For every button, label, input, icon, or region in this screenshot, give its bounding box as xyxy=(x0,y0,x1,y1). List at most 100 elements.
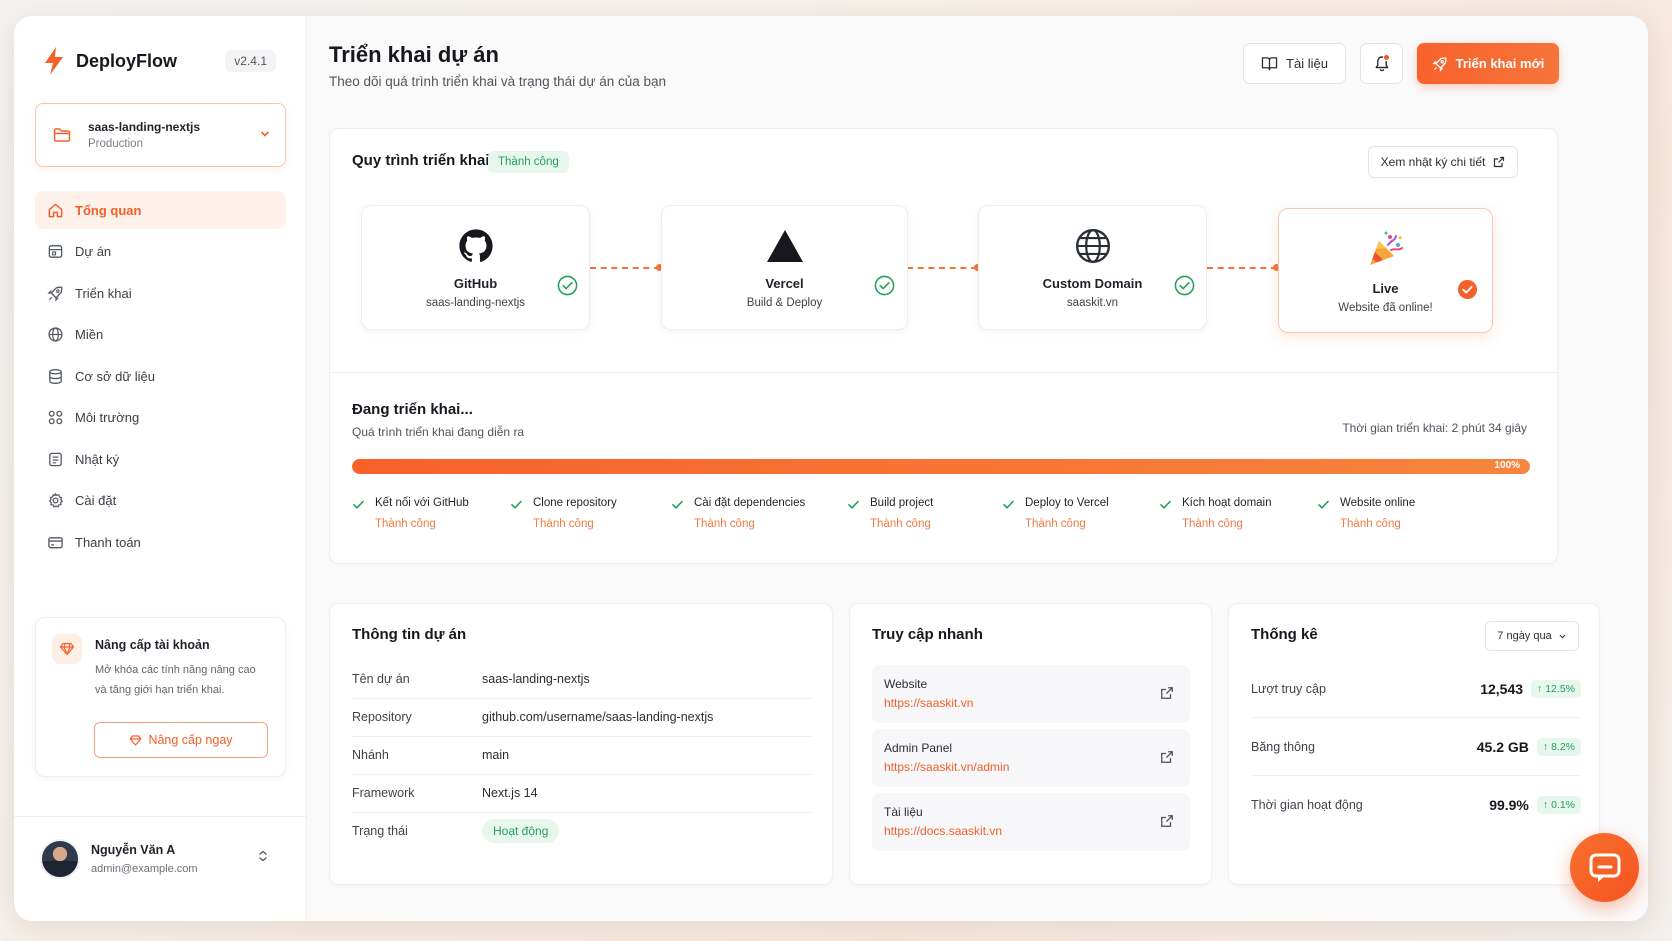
avatar xyxy=(40,839,80,879)
sidebar-item-billing[interactable]: Thanh toán xyxy=(35,523,286,561)
pipeline-step-vercel[interactable]: Vercel Build & Deploy xyxy=(661,205,908,330)
substep-item: Deploy to Vercel Thành công xyxy=(1002,497,1109,530)
external-link-icon[interactable] xyxy=(1160,686,1174,700)
info-row: Nhánh main xyxy=(352,735,812,775)
user-profile[interactable]: Nguyễn Văn A admin@example.com xyxy=(14,816,307,921)
info-row: Trạng thái Hoạt động xyxy=(352,811,812,851)
sidebar-item-domains[interactable]: Miền xyxy=(35,316,286,354)
quick-link-url[interactable]: https://docs.saaskit.vn xyxy=(884,824,1003,838)
rocket-icon xyxy=(46,286,62,302)
check-icon xyxy=(353,500,364,509)
check-circle-filled-icon xyxy=(1457,279,1478,300)
billing-icon xyxy=(47,536,63,548)
substep-name: Clone repository xyxy=(533,497,617,509)
check-icon xyxy=(1318,500,1329,509)
step-description: Website đã online! xyxy=(1338,302,1433,314)
project-environment: Production xyxy=(88,138,143,150)
info-row: Repository github.com/username/saas-land… xyxy=(352,697,812,737)
gear-icon xyxy=(48,493,63,508)
substep-name: Website online xyxy=(1340,497,1416,509)
step-description: saaskit.vn xyxy=(1066,297,1119,309)
stat-row: Lượt truy cập 12,543 ↑ 12.5% xyxy=(1251,660,1581,718)
pipeline-step-custom-domain[interactable]: Custom Domain saaskit.vn xyxy=(978,205,1207,330)
quick-access-card: Truy cập nhanh Website https://saaskit.v… xyxy=(849,603,1212,885)
vercel-icon xyxy=(765,226,805,266)
brand[interactable]: DeployFlow xyxy=(42,46,177,76)
chevron-up-down-icon xyxy=(259,850,267,862)
sidebar-item-overview[interactable]: Tổng quan xyxy=(35,191,286,229)
stat-row: Băng thông 45.2 GB ↑ 8.2% xyxy=(1251,718,1581,776)
substep-status: Thành công xyxy=(533,518,594,530)
book-icon xyxy=(1261,57,1278,71)
time-range-select[interactable]: 7 ngày qua xyxy=(1485,621,1579,651)
chat-button[interactable] xyxy=(1570,833,1639,902)
chevron-down-icon xyxy=(1559,634,1566,638)
new-deploy-button[interactable]: Triển khai mới xyxy=(1417,43,1559,84)
substep-status: Thành công xyxy=(1182,518,1243,530)
substep-name: Kích hoạt domain xyxy=(1182,497,1272,509)
project-selector[interactable]: saas-landing-nextjs Production xyxy=(35,103,286,167)
info-row: Framework Next.js 14 xyxy=(352,773,812,813)
sidebar-item-database[interactable]: Cơ sở dữ liệu xyxy=(35,357,286,395)
stat-label: Thời gian hoạt động xyxy=(1251,798,1363,812)
pipeline-step-live[interactable]: Live Website đã online! xyxy=(1278,208,1493,333)
page-title: Triển khai dự án xyxy=(329,42,499,67)
pipeline-connector xyxy=(907,267,977,269)
home-icon xyxy=(48,203,62,217)
notifications-button[interactable] xyxy=(1360,43,1403,84)
deploy-pipeline-card: Quy trình triển khai Thành công Xem nhật… xyxy=(329,128,1558,564)
sidebar: DeployFlow v2.4.1 saas-landing-nextjs Pr… xyxy=(14,16,307,921)
docs-button-label: Tài liệu xyxy=(1286,56,1328,71)
folder-icon xyxy=(53,128,71,142)
pipeline-step-github[interactable]: GitHub saas-landing-nextjs xyxy=(361,205,590,330)
pipeline-title: Quy trình triển khai xyxy=(352,152,490,169)
docs-button[interactable]: Tài liệu xyxy=(1243,43,1346,84)
check-circle-icon xyxy=(557,275,578,296)
statistics-title: Thống kê xyxy=(1251,626,1318,643)
folder-icon xyxy=(48,244,62,258)
substep-item: Website online Thành công xyxy=(1317,497,1415,530)
view-detailed-log-button[interactable]: Xem nhật ký chi tiết xyxy=(1368,146,1518,178)
substep-item: Kết nối với GitHub Thành công xyxy=(352,497,469,530)
stat-row: Thời gian hoạt động 99.9% ↑ 0.1% xyxy=(1251,776,1581,834)
sidebar-item-label: Cài đặt xyxy=(75,493,117,508)
sidebar-item-environment[interactable]: Môi trường xyxy=(35,399,286,437)
quick-link-docs[interactable]: Tài liệu https://docs.saaskit.vn xyxy=(872,793,1190,851)
substep-item: Kích hoạt domain Thành công xyxy=(1159,497,1272,530)
external-link-icon xyxy=(1494,156,1505,168)
quick-link-url[interactable]: https://saaskit.vn xyxy=(884,696,974,710)
notification-dot xyxy=(1383,54,1390,61)
pipeline-connector xyxy=(590,267,660,269)
check-icon xyxy=(511,500,522,509)
info-key: Tên dự án xyxy=(352,671,410,686)
sidebar-item-logs[interactable]: Nhật ký xyxy=(35,440,286,478)
external-link-icon[interactable] xyxy=(1160,750,1174,764)
upgrade-now-button[interactable]: Nâng cấp ngay xyxy=(94,722,268,758)
substep-item: Build project Thành công xyxy=(847,497,933,530)
sidebar-item-projects[interactable]: Dự án xyxy=(35,233,286,271)
quick-link-admin[interactable]: Admin Panel https://saaskit.vn/admin xyxy=(872,729,1190,787)
check-circle-icon xyxy=(874,275,895,296)
substep-name: Kết nối với GitHub xyxy=(375,497,469,509)
globe-icon xyxy=(1073,226,1113,266)
sidebar-item-settings[interactable]: Cài đặt xyxy=(35,482,286,520)
sidebar-item-label: Thanh toán xyxy=(75,534,141,550)
quick-link-website[interactable]: Website https://saaskit.vn xyxy=(872,665,1190,723)
database-icon xyxy=(48,368,62,384)
diamond-icon xyxy=(52,634,82,664)
substep-status: Thành công xyxy=(1340,518,1401,530)
deploying-title: Đang triển khai... xyxy=(352,401,473,418)
brand-name: DeployFlow xyxy=(76,50,178,71)
sidebar-item-deployments[interactable]: Triển khai xyxy=(35,274,286,312)
external-link-icon[interactable] xyxy=(1160,814,1174,828)
step-name: Custom Domain xyxy=(1042,276,1143,291)
statistics-card: Thống kê 7 ngày qua Lượt truy cập 12,543… xyxy=(1228,603,1600,885)
time-range-value: 7 ngày qua xyxy=(1497,630,1552,642)
substep-item: Clone repository Thành công xyxy=(510,497,617,530)
stat-label: Lượt truy cập xyxy=(1251,681,1326,696)
quick-link-url[interactable]: https://saaskit.vn/admin xyxy=(884,760,1010,774)
deploying-subtitle: Quá trình triển khai đang diễn ra xyxy=(352,425,525,439)
main-content: Triển khai dự án Theo dõi quá trình triể… xyxy=(307,16,1648,921)
stat-delta: 12.5% xyxy=(1545,682,1575,695)
github-icon xyxy=(456,226,496,266)
